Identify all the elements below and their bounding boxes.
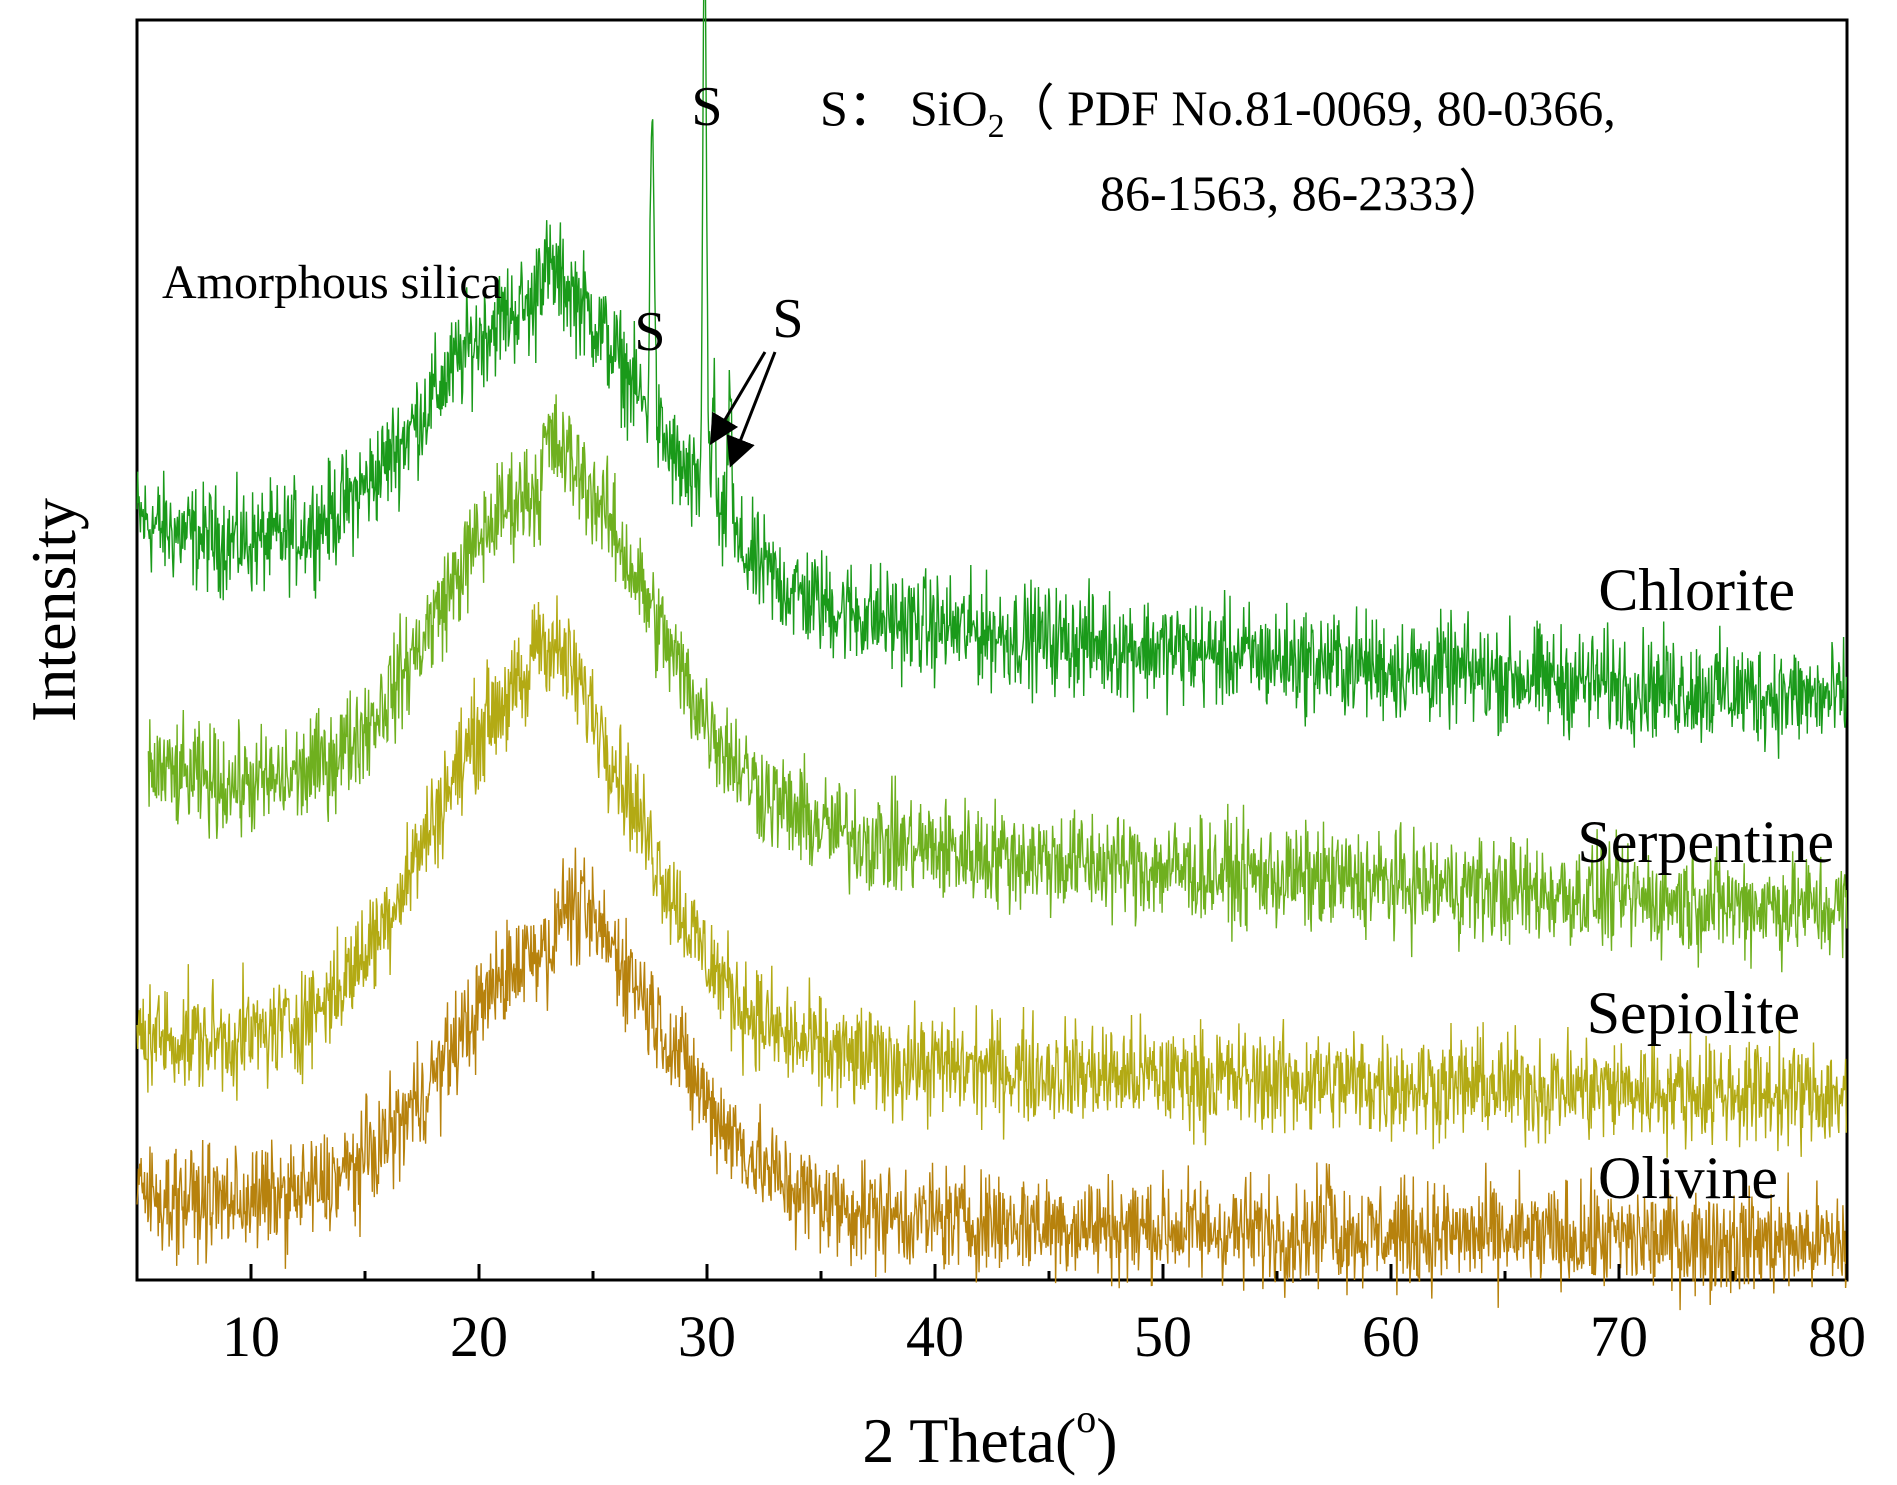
x-axis-title-sup: o	[1076, 1396, 1096, 1441]
series-label-serpentine: Serpentine	[1577, 809, 1834, 875]
x-axis-ticks: 10 20 30 40 50 60 70 80	[222, 1264, 1866, 1369]
series-label-sepiolite: Sepiolite	[1587, 980, 1800, 1046]
series-chlorite	[136, 0, 1847, 759]
legend-formula: SiO	[910, 80, 988, 136]
peak-marker-s-main: S	[691, 76, 722, 138]
series-line-chlorite	[136, 0, 1847, 759]
x-axis-title-close: )	[1096, 1405, 1117, 1476]
legend-prefix: S：	[820, 80, 898, 136]
peak-marker-s-right: S	[772, 288, 803, 350]
series-olivine	[136, 847, 1847, 1311]
legend-subscript: 2	[988, 108, 1005, 145]
x-tick-label-60: 60	[1362, 1304, 1420, 1369]
legend-line-1: S： SiO2（ PDF No.81-0069, 80-0366,	[820, 80, 1616, 145]
x-axis-title: 2 Theta(o)	[862, 1396, 1117, 1476]
series-line-olivine	[136, 847, 1847, 1311]
x-tick-label-10: 10	[222, 1304, 280, 1369]
series-line-sepiolite	[136, 595, 1847, 1158]
x-tick-label-40: 40	[906, 1304, 964, 1369]
series-layer	[136, 0, 1848, 1311]
x-tick-label-70: 70	[1590, 1304, 1648, 1369]
x-tick-label-50: 50	[1134, 1304, 1192, 1369]
amorphous-silica-label: Amorphous silica	[162, 256, 502, 309]
series-label-olivine: Olivine	[1598, 1145, 1778, 1211]
peak-marker-s-left: S	[634, 301, 665, 363]
series-serpentine	[147, 394, 1848, 973]
peak-arrow-1	[709, 351, 767, 446]
x-tick-label-30: 30	[678, 1304, 736, 1369]
x-tick-label-20: 20	[450, 1304, 508, 1369]
x-tick-label-80: 80	[1808, 1304, 1866, 1369]
plot-frame	[135, 18, 1849, 1282]
legend-line-2: 86-1563, 86-2333）	[1100, 165, 1508, 221]
series-label-chlorite: Chlorite	[1598, 557, 1795, 623]
y-axis-title: Intensity	[18, 498, 89, 722]
legend-pdf-line1: （ PDF No.81-0069, 80-0366,	[1005, 80, 1616, 136]
x-axis-title-main: 2 Theta(	[862, 1405, 1076, 1476]
series-sepiolite	[136, 595, 1847, 1158]
peak-arrow-2	[726, 351, 777, 468]
series-line-serpentine	[147, 394, 1848, 973]
